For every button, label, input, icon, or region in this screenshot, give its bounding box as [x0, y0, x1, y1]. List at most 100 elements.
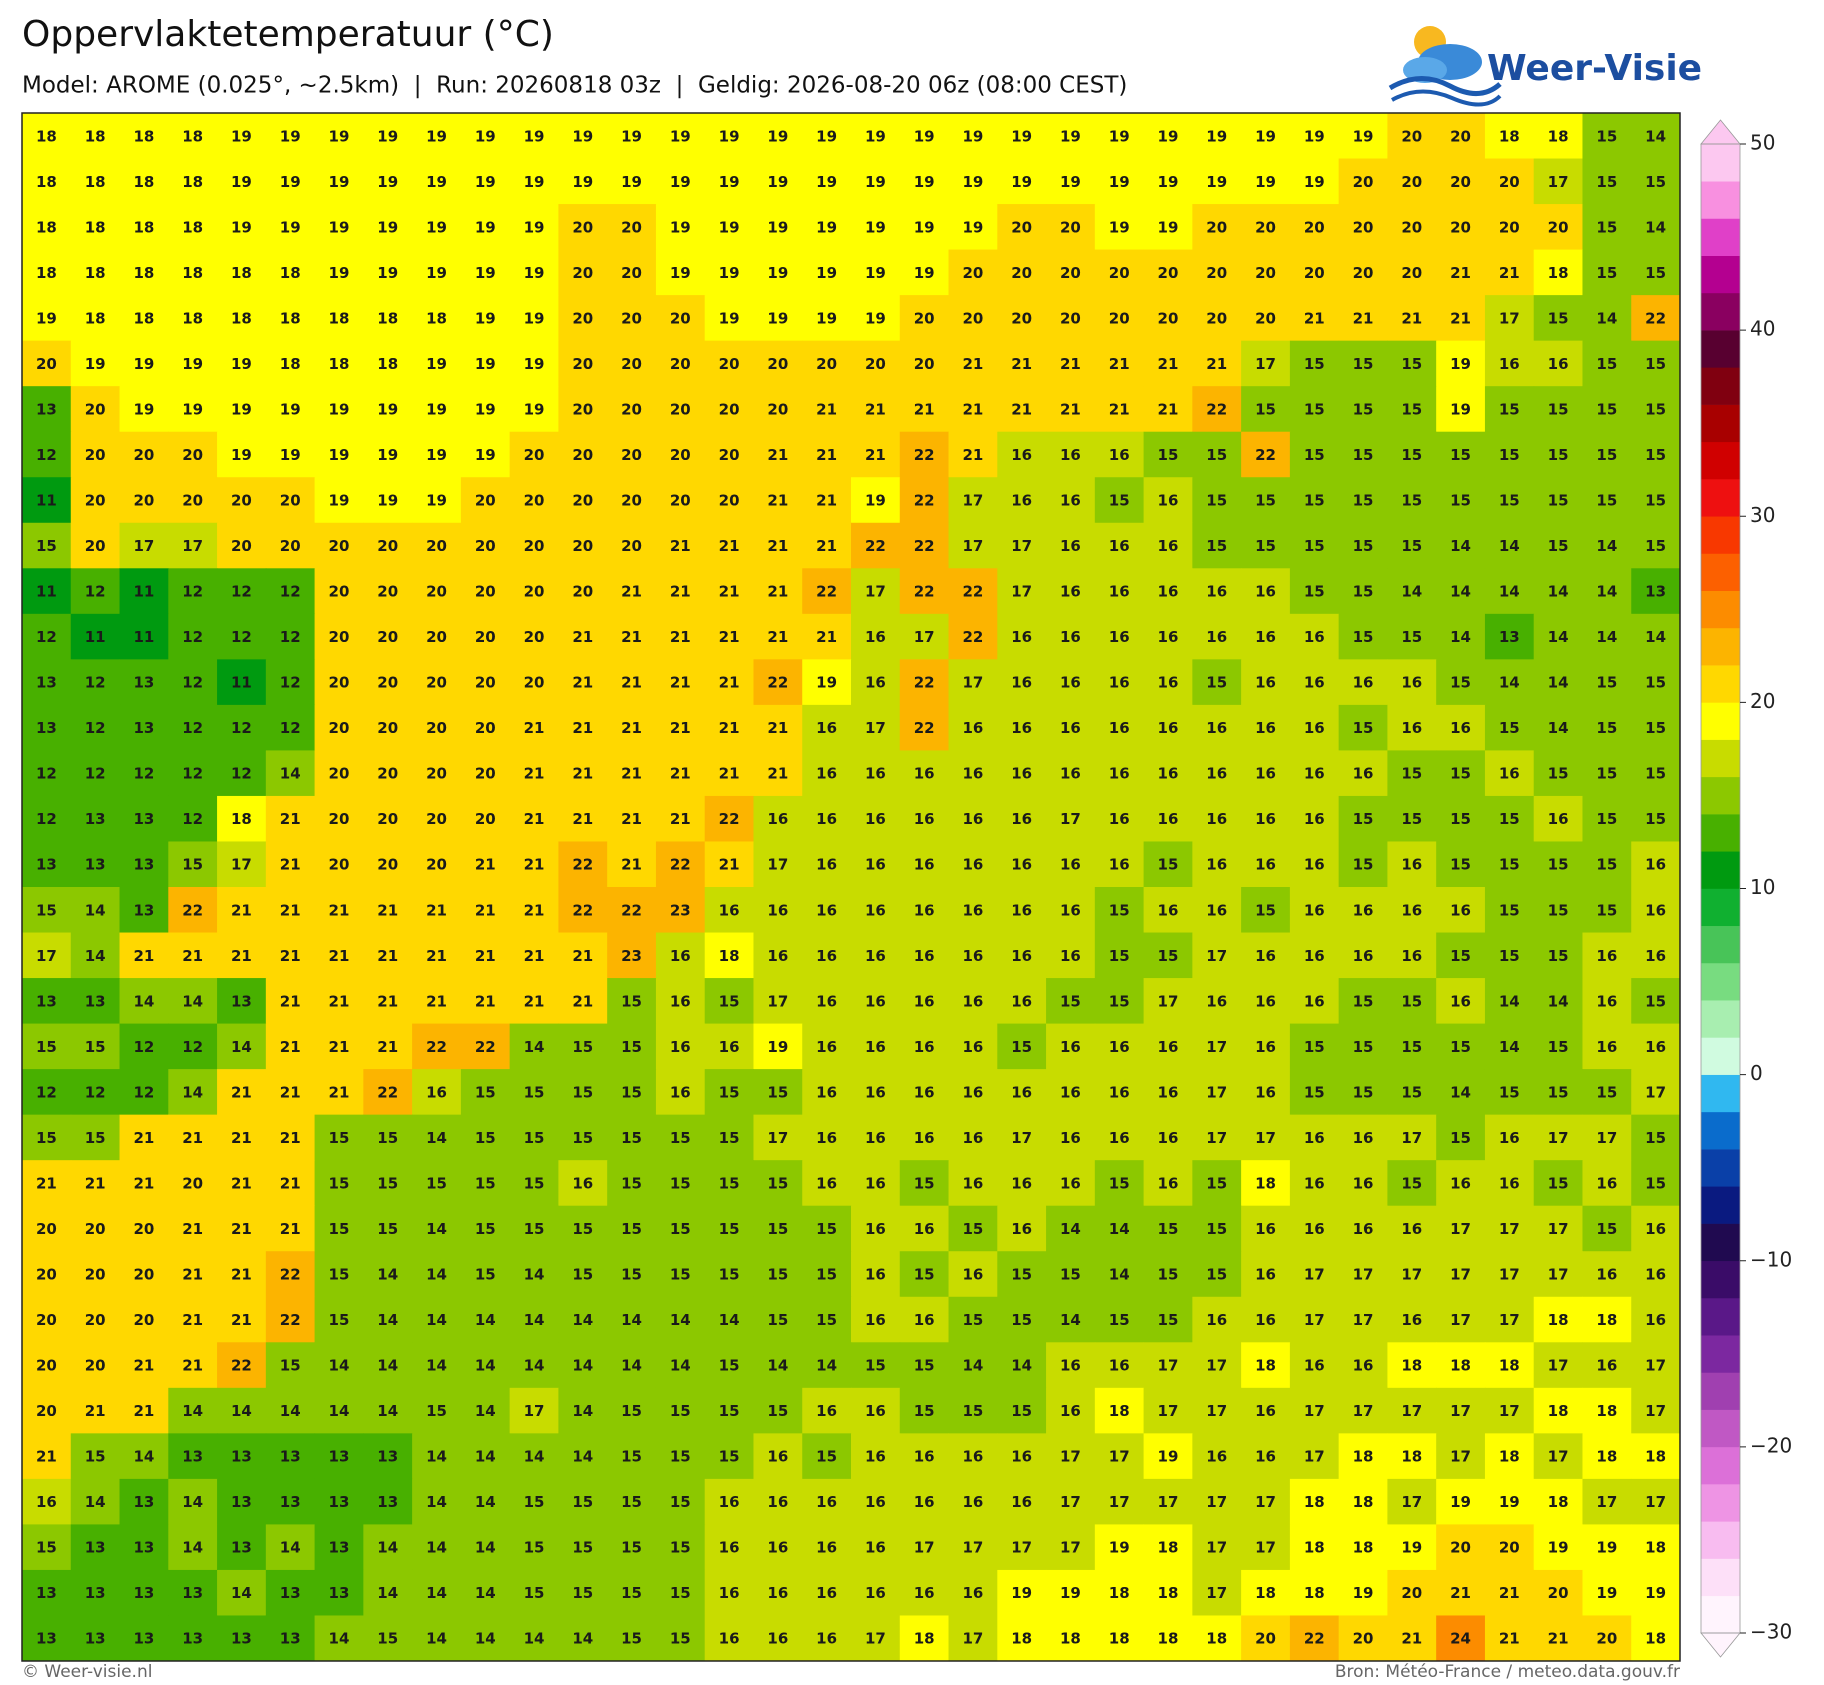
temp-cell — [655, 1387, 706, 1434]
temp-label: 17 — [1548, 1448, 1569, 1466]
temp-label: 20 — [377, 583, 398, 601]
temp-cell — [1192, 1524, 1242, 1571]
temp-cell — [217, 249, 267, 296]
temp-cell — [363, 1569, 413, 1616]
temp-cell — [70, 750, 121, 797]
temp-label: 16 — [914, 992, 935, 1010]
temp-cell — [1631, 431, 1681, 478]
temp-label: 20 — [524, 537, 545, 555]
temp-label: 21 — [572, 765, 593, 783]
temp-label: 20 — [1353, 173, 1374, 191]
temp-cell — [70, 1615, 121, 1662]
temp-label: 15 — [1206, 674, 1227, 692]
temp-label: 14 — [377, 1357, 398, 1375]
temp-cell — [753, 1205, 803, 1252]
temp-label: 13 — [231, 1630, 252, 1648]
temp-label: 15 — [1109, 992, 1130, 1010]
temp-label: 20 — [377, 719, 398, 737]
temp-label: 17 — [1645, 1402, 1666, 1420]
temp-label: 15 — [1304, 1038, 1325, 1056]
temp-cell — [217, 1023, 267, 1070]
temp-label: 16 — [1011, 901, 1032, 919]
temp-label: 18 — [85, 264, 106, 282]
temp-cell — [1436, 1615, 1486, 1662]
temp-label: 20 — [1206, 218, 1227, 236]
temp-label: 13 — [329, 1448, 350, 1466]
temp-cell — [1046, 1114, 1096, 1161]
temp-cell — [607, 1114, 657, 1161]
temp-label: 20 — [85, 400, 106, 418]
temp-label: 15 — [1011, 1311, 1032, 1329]
temp-cell — [1143, 113, 1193, 160]
temp-cell — [704, 795, 754, 842]
temp-cell — [558, 204, 608, 251]
temp-cell — [655, 1023, 706, 1070]
temp-label: 19 — [1401, 1539, 1422, 1557]
temp-label: 16 — [1011, 856, 1032, 874]
temp-label: 20 — [621, 537, 642, 555]
temp-label: 21 — [962, 400, 983, 418]
temp-label: 16 — [1255, 1448, 1276, 1466]
temp-cell — [1241, 113, 1291, 160]
temp-cell — [314, 295, 364, 342]
temp-label: 20 — [572, 583, 593, 601]
temp-cell — [1484, 477, 1535, 524]
temp-label: 17 — [1548, 1129, 1569, 1147]
temp-cell — [997, 1069, 1047, 1116]
temp-cell — [70, 113, 121, 160]
temp-cell — [1436, 522, 1486, 569]
temp-cell — [1631, 340, 1681, 387]
temp-cell — [1046, 1615, 1096, 1662]
temp-cell — [1582, 1205, 1632, 1252]
temp-label: 15 — [329, 1174, 350, 1192]
temp-label: 20 — [1060, 218, 1081, 236]
temp-label: 15 — [1060, 992, 1081, 1010]
temp-label: 13 — [36, 400, 57, 418]
temp-label: 14 — [475, 1584, 496, 1602]
temp-cell — [1582, 477, 1632, 524]
temp-label: 20 — [182, 1174, 203, 1192]
temp-label: 15 — [1401, 1038, 1422, 1056]
temp-label: 16 — [1109, 719, 1130, 737]
temp-cell — [217, 158, 267, 205]
temp-label: 17 — [1109, 1448, 1130, 1466]
temp-label: 16 — [719, 1539, 740, 1557]
temp-cell — [851, 1114, 901, 1161]
temp-label: 17 — [1011, 1129, 1032, 1147]
temp-cell — [1533, 750, 1583, 797]
temp-cell — [460, 1023, 511, 1070]
temp-label: 22 — [914, 583, 935, 601]
temp-label: 16 — [1011, 628, 1032, 646]
temp-label: 19 — [865, 309, 886, 327]
temp-label: 16 — [1011, 947, 1032, 965]
temp-cell — [22, 887, 72, 934]
temp-label: 16 — [1304, 628, 1325, 646]
temp-cell — [1192, 568, 1242, 615]
temp-cell — [265, 1478, 316, 1525]
colorbar-band — [1701, 1335, 1740, 1373]
temp-label: 17 — [1401, 1493, 1422, 1511]
temp-label: 21 — [816, 492, 837, 510]
temp-label: 18 — [1645, 1448, 1666, 1466]
temp-cell — [558, 158, 608, 205]
temp-cell — [1046, 1524, 1096, 1571]
temp-cell — [119, 1569, 169, 1616]
temp-label: 16 — [1109, 1038, 1130, 1056]
temp-cell — [412, 1342, 462, 1389]
temp-cell — [997, 1524, 1047, 1571]
temp-label: 16 — [816, 1174, 837, 1192]
temp-label: 17 — [865, 583, 886, 601]
temp-cell — [1631, 750, 1681, 797]
temp-cell — [363, 613, 413, 660]
temp-label: 18 — [1645, 1539, 1666, 1557]
temp-cell — [363, 887, 413, 934]
temp-cell — [70, 1160, 121, 1207]
temp-cell — [899, 795, 950, 842]
temp-label: 21 — [1499, 1584, 1520, 1602]
temp-cell — [1094, 1023, 1145, 1070]
temp-cell — [1631, 613, 1681, 660]
temp-cell — [460, 158, 511, 205]
temp-cell — [851, 704, 901, 751]
temp-cell — [948, 1296, 998, 1343]
temp-cell — [460, 113, 511, 160]
